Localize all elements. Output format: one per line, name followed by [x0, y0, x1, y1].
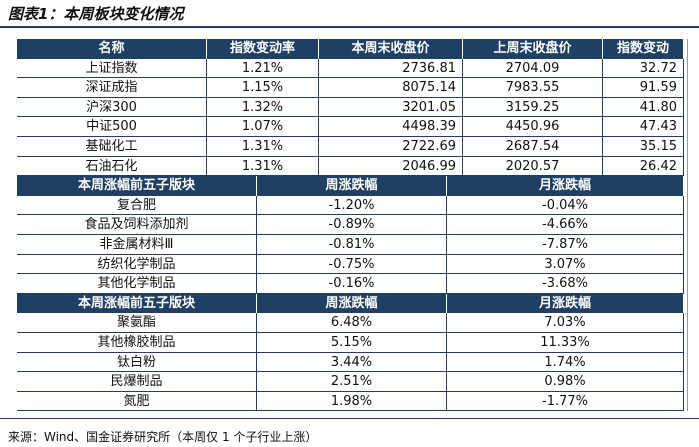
table-row: 聚氨酯 6.48% 7.03%: [17, 313, 684, 333]
subsector-name: 复合肥: [17, 195, 257, 216]
index-change-rate: 1.15%: [207, 78, 319, 98]
table-right-edge: [687, 39, 688, 411]
table-row: 基础化工 1.31% 2722.69 2687.54 35.15: [17, 136, 684, 157]
table-row: 石油石化 1.31% 2046.99 2020.57 26.42: [17, 156, 684, 177]
index-change-rate: 1.31%: [207, 136, 319, 157]
weekly-change: -0.16%: [257, 274, 447, 294]
sector-change-table: 名称 指数变动率 本周末收盘价 上周末收盘价 指数变动 上证指数 1.21% 2…: [17, 39, 684, 412]
subsector-name: 非金属材料Ⅲ: [17, 234, 257, 255]
index-this-close: 3201.05: [319, 97, 463, 118]
monthly-change: -0.04%: [447, 195, 684, 216]
table-row: 深证成指 1.15% 8075.14 7983.55 91.59: [17, 78, 684, 98]
index-change: 35.15: [603, 136, 684, 157]
top5-header-row: 本周涨幅前五子版块 周涨跌幅 月涨跌幅: [17, 293, 684, 314]
index-last-close: 2020.57: [463, 156, 603, 177]
table-row: 中证500 1.07% 4498.39 4450.96 47.43: [17, 117, 684, 137]
monthly-change: -1.77%: [447, 391, 684, 412]
weekly-change: 5.15%: [257, 332, 447, 353]
header-subsector: 本周涨幅前五子版块: [17, 176, 257, 196]
table-row: 上证指数 1.21% 2736.81 2704.09 32.72: [17, 58, 684, 79]
weekly-change: 2.51%: [257, 372, 447, 392]
weekly-change: 3.44%: [257, 352, 447, 373]
index-last-close: 2704.09: [463, 58, 603, 79]
bottom-rule: [0, 418, 699, 419]
index-name: 基础化工: [17, 136, 207, 157]
subsector-name: 钛白粉: [17, 352, 257, 373]
index-change-rate: 1.31%: [207, 156, 319, 177]
subsector-name: 纺织化学制品: [17, 254, 257, 275]
index-name: 沪深300: [17, 97, 207, 118]
index-change-rate: 1.07%: [207, 117, 319, 137]
monthly-change: 3.07%: [447, 254, 684, 275]
table-row: 食品及饲料添加剂 -0.89% -4.66%: [17, 215, 684, 235]
table-row: 钛白粉 3.44% 1.74%: [17, 352, 684, 373]
subsector-name: 氮肥: [17, 391, 257, 412]
weekly-change: -0.75%: [257, 254, 447, 275]
index-this-close: 2722.69: [319, 136, 463, 157]
table-row: 非金属材料Ⅲ -0.81% -7.87%: [17, 234, 684, 255]
index-this-close: 8075.14: [319, 78, 463, 98]
header-weekly-change: 周涨跌幅: [257, 293, 447, 314]
header-monthly-change: 月涨跌幅: [447, 293, 684, 314]
bottom5-header-row: 本周涨幅前五子版块 周涨跌幅 月涨跌幅: [17, 176, 684, 196]
weekly-change: -0.89%: [257, 215, 447, 235]
header-subsector: 本周涨幅前五子版块: [17, 293, 257, 314]
header-change-rate: 指数变动率: [207, 39, 319, 59]
header-weekly-change: 周涨跌幅: [257, 176, 447, 196]
weekly-change: 1.98%: [257, 391, 447, 412]
index-this-close: 2736.81: [319, 58, 463, 79]
index-last-close: 7983.55: [463, 78, 603, 98]
header-change: 指数变动: [603, 39, 684, 59]
monthly-change: 1.74%: [447, 352, 684, 373]
monthly-change: 7.03%: [447, 313, 684, 333]
table-row: 氮肥 1.98% -1.77%: [17, 391, 684, 412]
index-header-row: 名称 指数变动率 本周末收盘价 上周末收盘价 指数变动: [17, 39, 684, 59]
table-row: 其他化学制品 -0.16% -3.68%: [17, 274, 684, 294]
index-name: 上证指数: [17, 58, 207, 79]
index-name: 石油石化: [17, 156, 207, 177]
source-note: 来源：Wind、国金证券研究所（本周仅 1 个子行业上涨）: [8, 430, 318, 444]
table-row: 民爆制品 2.51% 0.98%: [17, 372, 684, 392]
index-this-close: 2046.99: [319, 156, 463, 177]
index-this-close: 4498.39: [319, 117, 463, 137]
top-rule: [0, 26, 699, 28]
figure-title: 图表1：本周板块变化情况: [8, 5, 184, 23]
subsector-name: 其他化学制品: [17, 274, 257, 294]
index-change: 32.72: [603, 58, 684, 79]
index-last-close: 4450.96: [463, 117, 603, 137]
subsector-name: 食品及饲料添加剂: [17, 215, 257, 235]
index-change: 91.59: [603, 78, 684, 98]
index-last-close: 3159.25: [463, 97, 603, 118]
monthly-change: -7.87%: [447, 234, 684, 255]
monthly-change: 11.33%: [447, 332, 684, 353]
table-row: 其他橡胶制品 5.15% 11.33%: [17, 332, 684, 353]
subsector-name: 民爆制品: [17, 372, 257, 392]
weekly-change: -0.81%: [257, 234, 447, 255]
table-row: 沪深300 1.32% 3201.05 3159.25 41.80: [17, 97, 684, 118]
index-change: 41.80: [603, 97, 684, 118]
header-this-close: 本周末收盘价: [319, 39, 463, 59]
table-row: 纺织化学制品 -0.75% 3.07%: [17, 254, 684, 275]
monthly-change: -4.66%: [447, 215, 684, 235]
table-row: 复合肥 -1.20% -0.04%: [17, 195, 684, 216]
header-last-close: 上周末收盘价: [463, 39, 603, 59]
monthly-change: -3.68%: [447, 274, 684, 294]
index-last-close: 2687.54: [463, 136, 603, 157]
index-name: 中证500: [17, 117, 207, 137]
index-change: 47.43: [603, 117, 684, 137]
weekly-change: 6.48%: [257, 313, 447, 333]
header-monthly-change: 月涨跌幅: [447, 176, 684, 196]
monthly-change: 0.98%: [447, 372, 684, 392]
subsector-name: 其他橡胶制品: [17, 332, 257, 353]
index-name: 深证成指: [17, 78, 207, 98]
index-change: 26.42: [603, 156, 684, 177]
subsector-name: 聚氨酯: [17, 313, 257, 333]
index-change-rate: 1.32%: [207, 97, 319, 118]
index-change-rate: 1.21%: [207, 58, 319, 79]
weekly-change: -1.20%: [257, 195, 447, 216]
header-name: 名称: [17, 39, 207, 59]
